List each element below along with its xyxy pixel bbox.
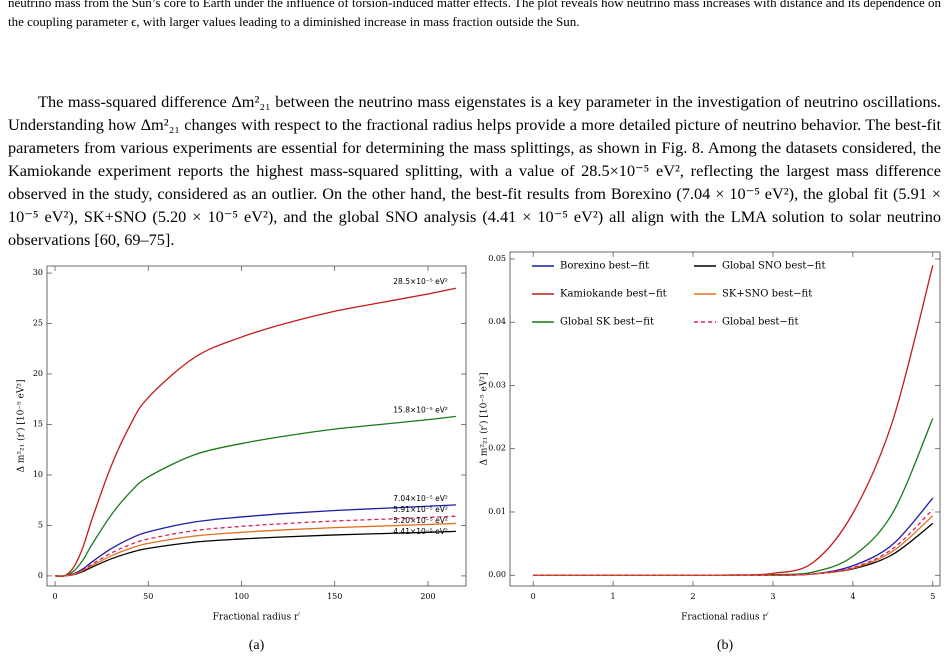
series-line: [533, 515, 934, 576]
figure-caption-text: neutrino mass from the Sun’s core to Ear…: [8, 0, 941, 29]
x-tick-label: 100: [234, 592, 249, 601]
x-tick-label: 50: [143, 592, 153, 601]
legend-label: Global best−fit: [722, 317, 798, 328]
y-tick-label: 20: [33, 369, 43, 378]
y-tick-label: 15: [33, 419, 43, 428]
x-tick-label: 1: [611, 592, 616, 601]
curve-annotation: 5.20×10⁻⁵ eV²: [393, 516, 448, 525]
curve-annotation: 5.91×10⁻⁵ eV²: [393, 505, 448, 514]
plot-frame: [509, 251, 941, 587]
x-axis-title: Fractional radius r′: [213, 613, 301, 623]
legend-label: Global SK best−fit: [560, 317, 654, 328]
x-tick-label: 0: [531, 592, 536, 601]
panel-caption: (a): [249, 638, 265, 653]
series-line: [533, 508, 934, 576]
x-tick-label: 200: [420, 592, 435, 601]
series-line: [533, 522, 934, 576]
series-line: [55, 515, 456, 577]
x-tick-label: 2: [690, 592, 695, 601]
paragraph: The mass-squared difference Δm²₂₁ betwee…: [8, 92, 941, 249]
curve-annotation: 4.41×10⁻⁵ eV²: [393, 527, 448, 536]
curve-annotation: 7.04×10⁻⁵ eV²: [393, 494, 448, 503]
x-tick-label: 5: [930, 592, 935, 601]
y-tick-label: 25: [33, 319, 43, 328]
y-tick-label: 0.03: [488, 380, 506, 389]
legend-label: Borexino best−fit: [560, 261, 649, 272]
y-axis-title: Δ m²₂₁ (r′) [10⁻⁵ eV²]: [16, 380, 27, 473]
x-tick-label: 4: [850, 592, 855, 601]
x-axis-title: Fractional radius r′: [681, 613, 769, 623]
y-tick-label: 0.05: [488, 254, 506, 263]
legend-label: Global SNO best−fit: [722, 261, 825, 272]
y-tick-label: 0.02: [488, 444, 506, 453]
panel-caption: (b): [717, 638, 734, 653]
plot-frame: [46, 265, 467, 587]
curve-annotation: 28.5×10⁻⁵ eV²: [393, 277, 448, 286]
legend-label: Kamiokande best−fit: [560, 289, 667, 300]
y-tick-label: 0: [38, 571, 43, 580]
series-line: [533, 265, 934, 576]
y-tick-label: 0.01: [488, 507, 506, 516]
series-line: [54, 415, 457, 577]
y-tick-label: 5: [38, 520, 43, 529]
y-tick-label: 10: [33, 470, 43, 479]
x-tick-label: 150: [327, 592, 342, 601]
curve-annotation: 15.8×10⁻⁵ eV²: [393, 405, 448, 414]
y-tick-label: 0.00: [488, 570, 506, 579]
x-tick-label: 3: [770, 592, 775, 601]
series-line: [533, 418, 934, 576]
x-tick-label: 0: [52, 592, 57, 601]
series-line: [54, 287, 457, 578]
y-tick-label: 30: [33, 268, 43, 277]
legend-label: SK+SNO best−fit: [722, 289, 812, 300]
y-axis-title: Δ m²₂₁ (r′) [10⁻⁵ eV²]: [479, 373, 490, 466]
y-tick-label: 0.04: [488, 317, 506, 326]
